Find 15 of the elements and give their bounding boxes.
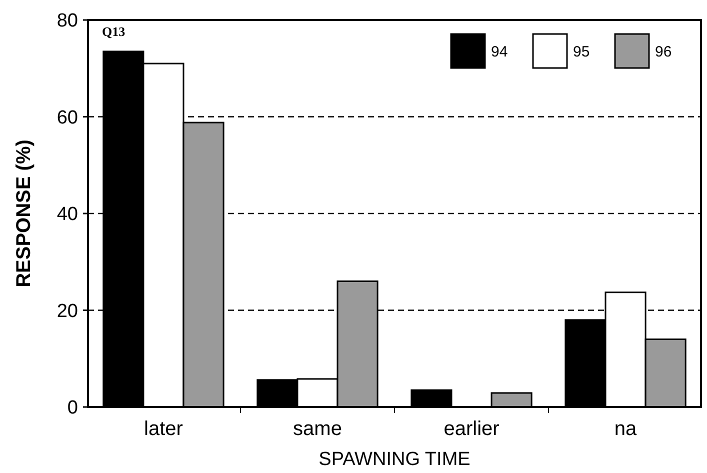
x-tick-label: same xyxy=(293,418,342,440)
x-tick-label: earlier xyxy=(444,418,500,440)
y-tick-label: 40 xyxy=(56,204,78,226)
x-axis-title: SPAWNING TIME xyxy=(318,449,470,470)
y-tick-label: 80 xyxy=(56,10,78,32)
legend-label: 95 xyxy=(573,43,590,60)
x-tick-label: na xyxy=(614,418,638,440)
annotation: Q13 xyxy=(102,24,126,39)
y-tick-label: 0 xyxy=(67,398,78,419)
y-tick-label: 60 xyxy=(56,107,78,128)
legend-label: 96 xyxy=(655,43,672,60)
y-axis-title: RESPONSE (%) xyxy=(13,140,35,288)
x-tick-label: later xyxy=(144,418,184,440)
legend-label: 94 xyxy=(491,43,508,60)
y-tick-label: 20 xyxy=(56,300,78,322)
